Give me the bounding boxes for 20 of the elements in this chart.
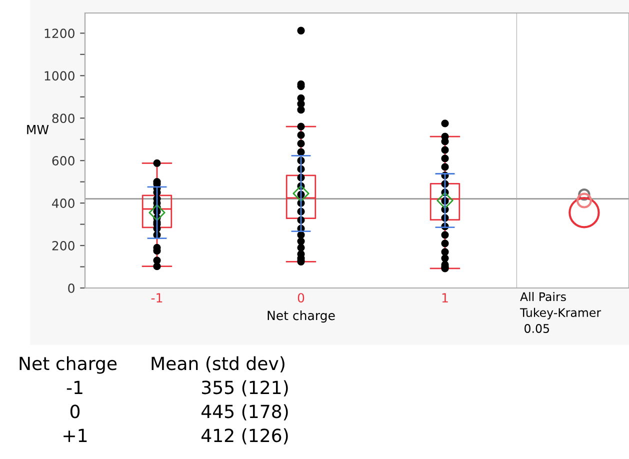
y-tick-label: 1200 bbox=[44, 28, 74, 38]
x-axis-title: Net charge bbox=[268, 310, 335, 323]
y-tick-label: 600 bbox=[52, 156, 74, 166]
y-tick-label: 0 bbox=[68, 283, 74, 293]
y-tick-label: 1000 bbox=[44, 71, 74, 81]
x-tick-label: -1 bbox=[151, 293, 162, 302]
y-tick-label: 800 bbox=[52, 114, 74, 124]
text: 445 (178) bbox=[202, 404, 288, 420]
text: All Pairs Tukey-Kramer 0.05 bbox=[520, 292, 602, 333]
text: Mean (std dev) bbox=[152, 356, 284, 372]
text: Net charge bbox=[20, 356, 117, 374]
text: +1 bbox=[64, 428, 87, 442]
x-tick-label: 1 bbox=[442, 293, 448, 302]
text: 412 (126) bbox=[202, 428, 288, 444]
text: 355 (121) bbox=[202, 380, 288, 396]
x-tick-label: 0 bbox=[298, 293, 304, 303]
y-axis-title: MW bbox=[27, 125, 49, 134]
y-tick-label: 200 bbox=[52, 241, 74, 250]
y-tick-label: 400 bbox=[52, 198, 74, 208]
text: -1 bbox=[66, 380, 82, 394]
